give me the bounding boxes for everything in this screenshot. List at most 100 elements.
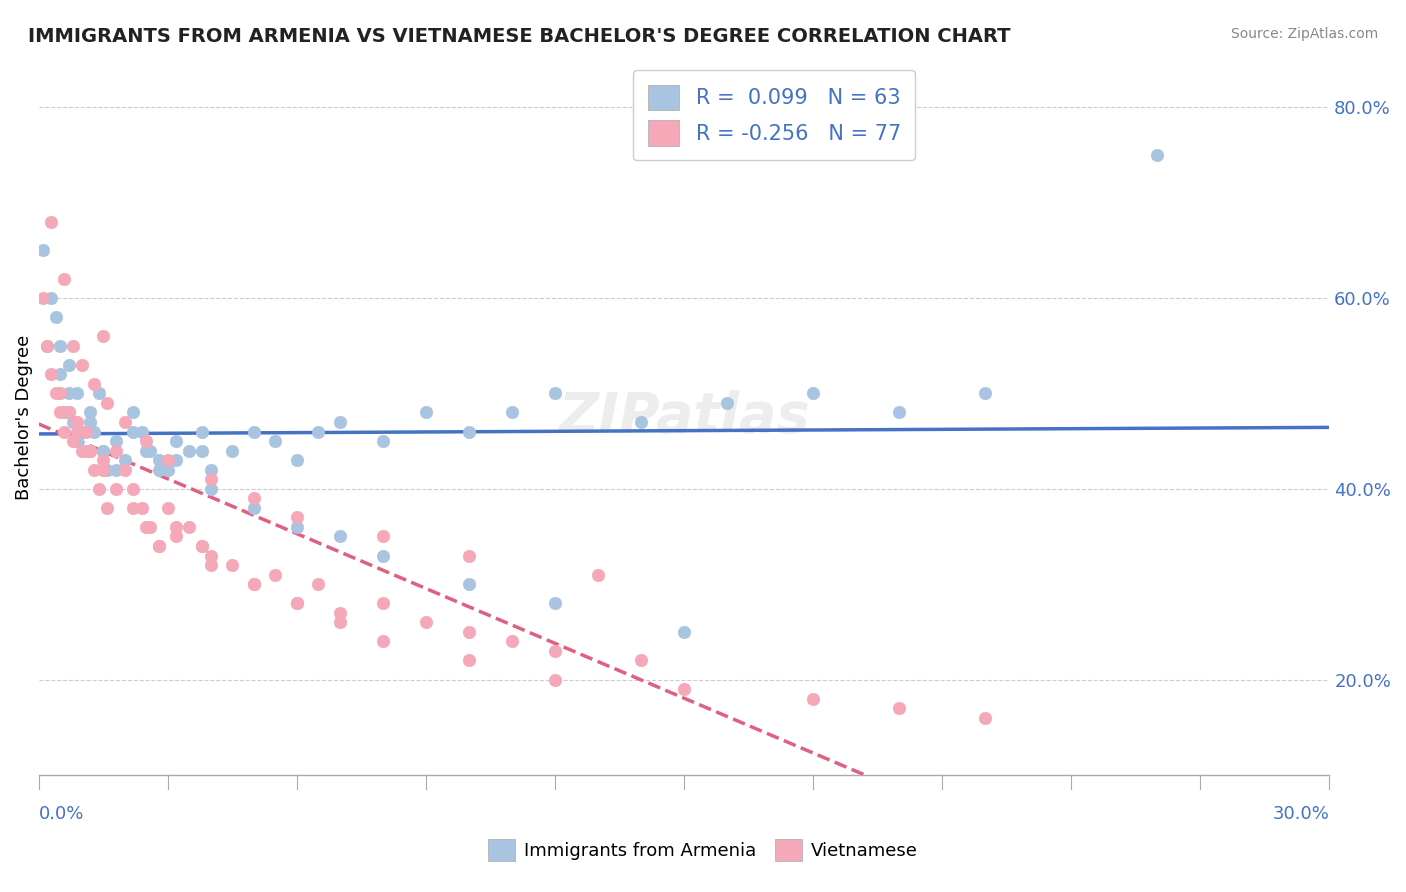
Point xyxy=(1146,148,1168,162)
Point xyxy=(83,463,105,477)
Point xyxy=(457,577,479,591)
Point xyxy=(200,549,222,563)
Point xyxy=(91,443,114,458)
Point xyxy=(221,558,243,573)
Point xyxy=(49,386,72,401)
Point xyxy=(501,405,523,419)
Point xyxy=(285,520,308,534)
Point xyxy=(91,329,114,343)
Point xyxy=(716,396,738,410)
Point xyxy=(887,405,910,419)
Point xyxy=(887,701,910,715)
Point xyxy=(285,453,308,467)
Point xyxy=(70,425,93,439)
Point xyxy=(307,425,329,439)
Point xyxy=(58,405,80,419)
Point xyxy=(165,434,187,449)
Text: IMMIGRANTS FROM ARMENIA VS VIETNAMESE BACHELOR'S DEGREE CORRELATION CHART: IMMIGRANTS FROM ARMENIA VS VIETNAMESE BA… xyxy=(28,27,1011,45)
Point xyxy=(66,386,89,401)
Point xyxy=(307,577,329,591)
Point xyxy=(58,358,80,372)
Point xyxy=(135,443,157,458)
Point xyxy=(156,463,179,477)
Point xyxy=(200,472,222,486)
Point xyxy=(148,463,170,477)
Point xyxy=(457,653,479,667)
Point xyxy=(91,463,114,477)
Point xyxy=(242,425,264,439)
Point xyxy=(179,520,201,534)
Point xyxy=(501,634,523,648)
Point xyxy=(41,368,63,382)
Point xyxy=(148,539,170,553)
Point xyxy=(79,415,101,429)
Point xyxy=(37,339,59,353)
Point xyxy=(96,463,118,477)
Point xyxy=(544,386,567,401)
Point xyxy=(83,376,105,391)
Point xyxy=(191,443,214,458)
Point xyxy=(105,443,128,458)
Point xyxy=(148,539,170,553)
Point xyxy=(49,368,72,382)
Point xyxy=(31,244,53,258)
Legend: R =  0.099   N = 63, R = -0.256   N = 77: R = 0.099 N = 63, R = -0.256 N = 77 xyxy=(633,70,915,161)
Point xyxy=(264,567,287,582)
Point xyxy=(58,405,80,419)
Point xyxy=(75,443,97,458)
Point xyxy=(329,606,352,620)
Point xyxy=(371,596,394,610)
Point xyxy=(131,500,153,515)
Point xyxy=(83,425,105,439)
Point xyxy=(329,615,352,630)
Point xyxy=(49,339,72,353)
Point xyxy=(191,425,214,439)
Point xyxy=(544,644,567,658)
Point xyxy=(62,434,84,449)
Point xyxy=(371,434,394,449)
Point xyxy=(191,539,214,553)
Point xyxy=(66,425,89,439)
Point xyxy=(285,510,308,524)
Point xyxy=(79,443,101,458)
Point xyxy=(165,529,187,543)
Point xyxy=(105,434,128,449)
Point xyxy=(122,405,145,419)
Point xyxy=(974,711,997,725)
Point xyxy=(114,453,136,467)
Point xyxy=(139,443,162,458)
Point xyxy=(53,272,76,286)
Point xyxy=(457,624,479,639)
Point xyxy=(70,443,93,458)
Point xyxy=(630,415,652,429)
Point xyxy=(105,482,128,496)
Text: 0.0%: 0.0% xyxy=(38,805,84,823)
Text: 30.0%: 30.0% xyxy=(1272,805,1329,823)
Point xyxy=(87,482,110,496)
Point xyxy=(457,425,479,439)
Point xyxy=(122,500,145,515)
Point xyxy=(75,425,97,439)
Point xyxy=(79,443,101,458)
Point xyxy=(242,577,264,591)
Point xyxy=(79,405,101,419)
Point xyxy=(58,386,80,401)
Point xyxy=(179,443,201,458)
Point xyxy=(70,358,93,372)
Point xyxy=(264,434,287,449)
Point xyxy=(200,463,222,477)
Text: ZIPatlas: ZIPatlas xyxy=(558,391,810,444)
Point xyxy=(371,549,394,563)
Point xyxy=(91,443,114,458)
Point xyxy=(801,386,824,401)
Point xyxy=(415,615,437,630)
Point xyxy=(371,634,394,648)
Point xyxy=(37,339,59,353)
Point xyxy=(105,463,128,477)
Point xyxy=(62,339,84,353)
Point xyxy=(285,596,308,610)
Point xyxy=(139,520,162,534)
Point xyxy=(66,415,89,429)
Point xyxy=(242,491,264,506)
Point xyxy=(221,443,243,458)
